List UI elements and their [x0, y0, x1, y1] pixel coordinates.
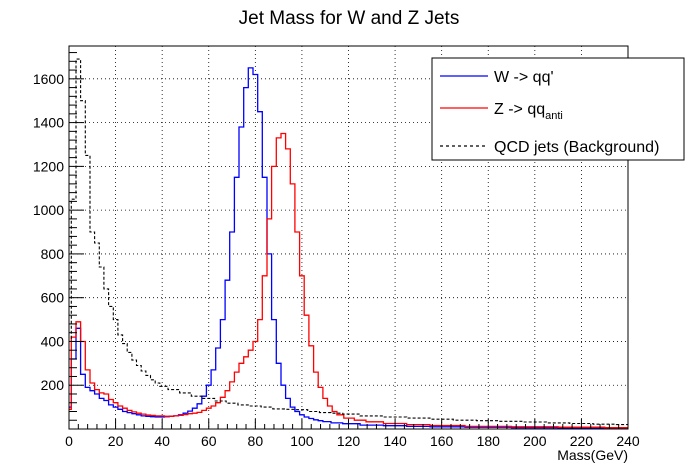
legend-box [431, 57, 685, 161]
x-tick-label: 180 [477, 433, 501, 449]
legend: W -> qq' Z -> qqanti QCD jets (Backgroun… [431, 57, 685, 161]
y-tick-label: 1000 [33, 202, 64, 218]
x-tick-label: 140 [383, 433, 407, 449]
x-tick-label: 0 [65, 433, 73, 449]
y-tick-label: 1200 [33, 158, 64, 174]
x-tick-label: 120 [337, 433, 361, 449]
y-tick-label: 400 [41, 333, 65, 349]
axes: 0 20 40 60 80 100 120 140 160 180 200 220 240 200 400 6… [33, 52, 640, 449]
y-tick-label: 200 [41, 377, 65, 393]
x-axis-label: Mass(GeV) [557, 447, 628, 463]
y-tick-label: 800 [41, 246, 65, 262]
y-tick-label: 600 [41, 290, 65, 306]
y-tick-label: 1600 [33, 71, 64, 87]
legend-label-w: W -> qq' [494, 69, 554, 86]
series-line-w [69, 67, 628, 429]
x-tick-label: 20 [108, 433, 124, 449]
legend-label-qcd: QCD jets (Background) [494, 139, 659, 156]
x-tick-label: 220 [570, 433, 594, 449]
x-tick-label: 160 [430, 433, 454, 449]
x-tick-label: 240 [616, 433, 640, 449]
x-tick-label: 200 [523, 433, 547, 449]
x-tick-label: 100 [290, 433, 314, 449]
chart-title: Jet Mass for W and Z Jets [239, 8, 460, 29]
y-tick-label: 1400 [33, 115, 64, 131]
series-line-z [69, 132, 628, 429]
x-tick-label: 40 [154, 433, 170, 449]
x-tick-label: 60 [201, 433, 217, 449]
x-tick-label: 80 [248, 433, 264, 449]
